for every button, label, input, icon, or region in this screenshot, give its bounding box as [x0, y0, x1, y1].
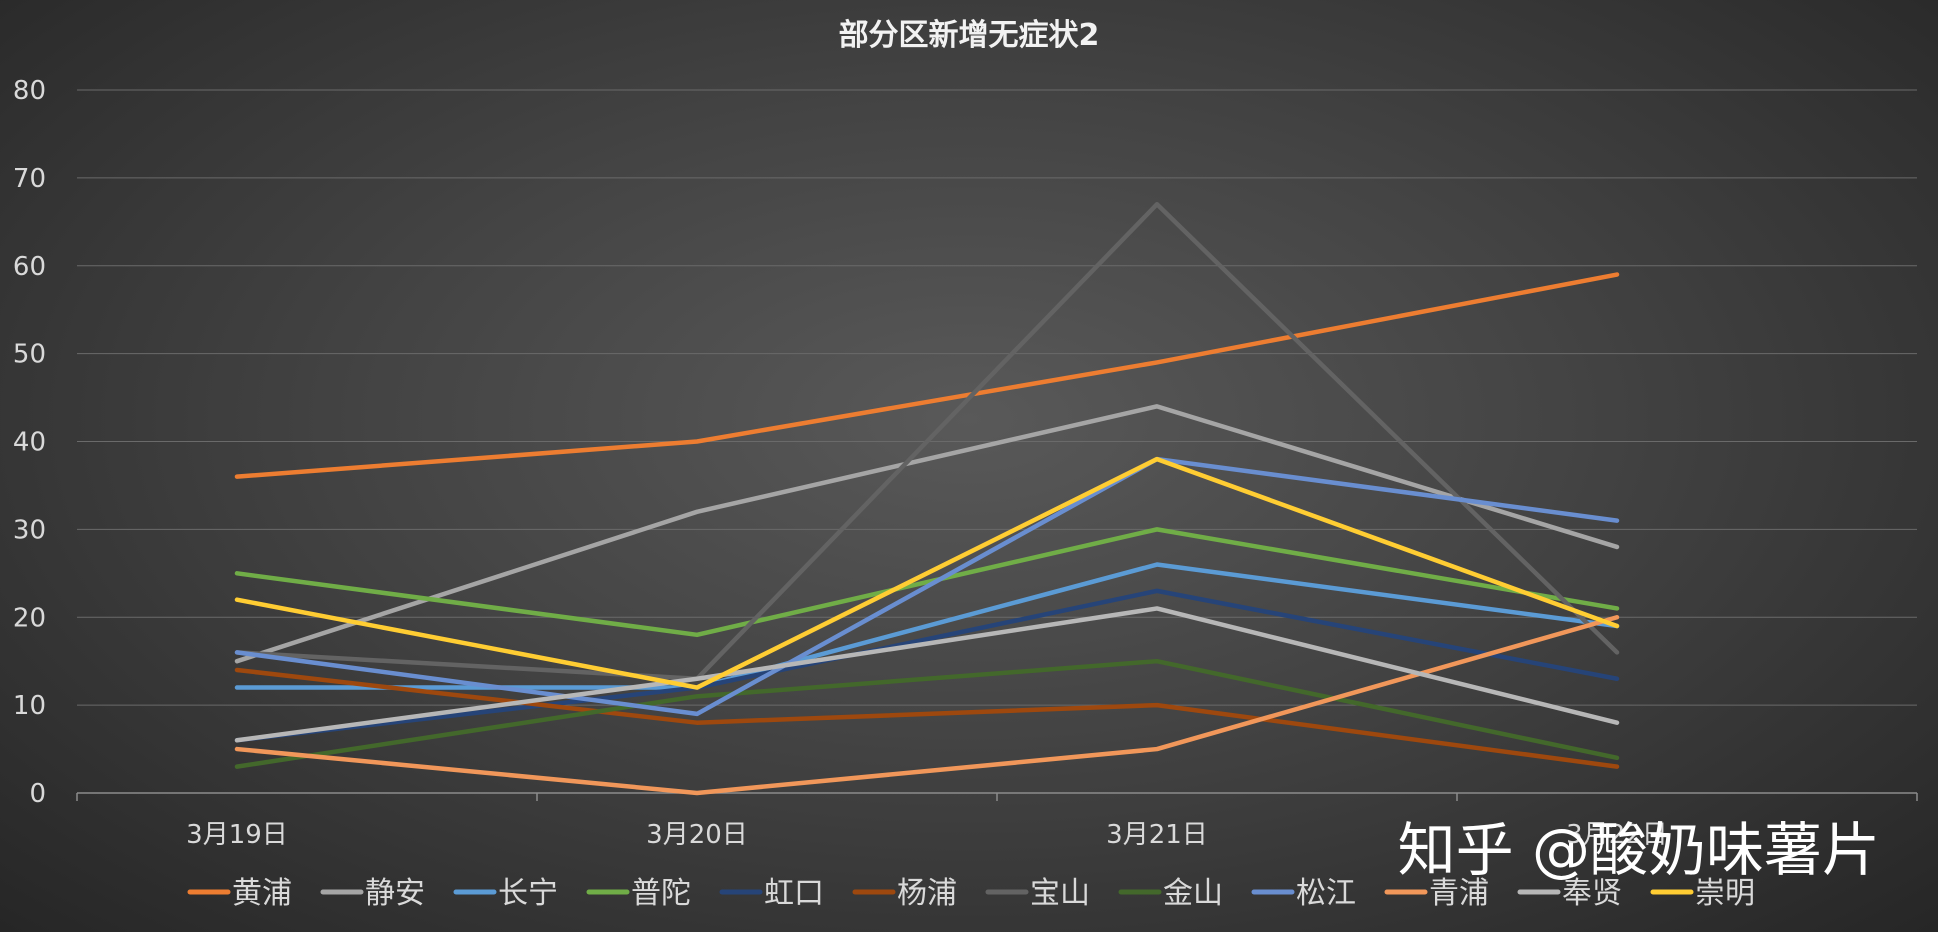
series-line-8: [234, 456, 1620, 717]
axes: 0 10 20 30 40 50 60 70 80 3月19日 3月20日 3月21日 3月22日: [13, 76, 1918, 850]
series-line-0: [234, 272, 1620, 479]
x-tick-label: 3月19日: [186, 820, 288, 850]
legend-label: 黄浦: [232, 876, 292, 911]
y-tick-label: 10: [13, 691, 46, 721]
legend-label: 虹口: [764, 876, 824, 911]
series-line-7: [234, 658, 1620, 769]
y-tick-label: 60: [13, 252, 46, 282]
series-line-9: [234, 615, 1620, 796]
series-line-1: [234, 404, 1620, 664]
series-line-6: [234, 201, 1620, 682]
series-line-4: [234, 588, 1620, 743]
x-tick-label: 3月22日: [1566, 820, 1668, 850]
series-line-3: [234, 527, 1620, 638]
series-line-2: [234, 562, 1620, 690]
legend: 黄浦 静安 长宁 普陀 虹口 杨浦 宝山 金山 松江 青浦 奉贤 崇明: [187, 876, 1755, 911]
y-tick-label: 30: [13, 515, 46, 545]
series-line-11: [234, 456, 1620, 690]
legend-label: 松江: [1296, 876, 1356, 911]
y-tick-label: 20: [13, 603, 46, 633]
series-line-10: [234, 606, 1620, 743]
legend-label: 金山: [1163, 876, 1223, 911]
watermark-text: 知乎 @酸奶味薯片: [1398, 816, 1880, 884]
y-tick-label: 50: [13, 340, 46, 370]
series-lines: [234, 201, 1620, 796]
y-tick-label: 80: [13, 76, 46, 106]
legend-label: 普陀: [631, 876, 691, 911]
legend-label: 宝山: [1030, 876, 1090, 911]
x-tick-label: 3月21日: [1106, 820, 1208, 850]
y-tick-label: 70: [13, 164, 46, 194]
y-tick-label: 40: [13, 428, 46, 458]
legend-label: 杨浦: [897, 876, 957, 911]
legend-label: 崇明: [1695, 876, 1755, 911]
series-line-5: [234, 667, 1620, 769]
legend-label: 长宁: [498, 876, 558, 911]
x-tick-label: 3月20日: [646, 820, 748, 850]
y-tick-label: 0: [29, 779, 46, 809]
legend-label: 青浦: [1429, 876, 1489, 911]
chart-title: 部分区新增无症状2: [839, 18, 1100, 53]
legend-label: 奉贤: [1562, 876, 1622, 911]
legend-label: 静安: [365, 876, 425, 911]
